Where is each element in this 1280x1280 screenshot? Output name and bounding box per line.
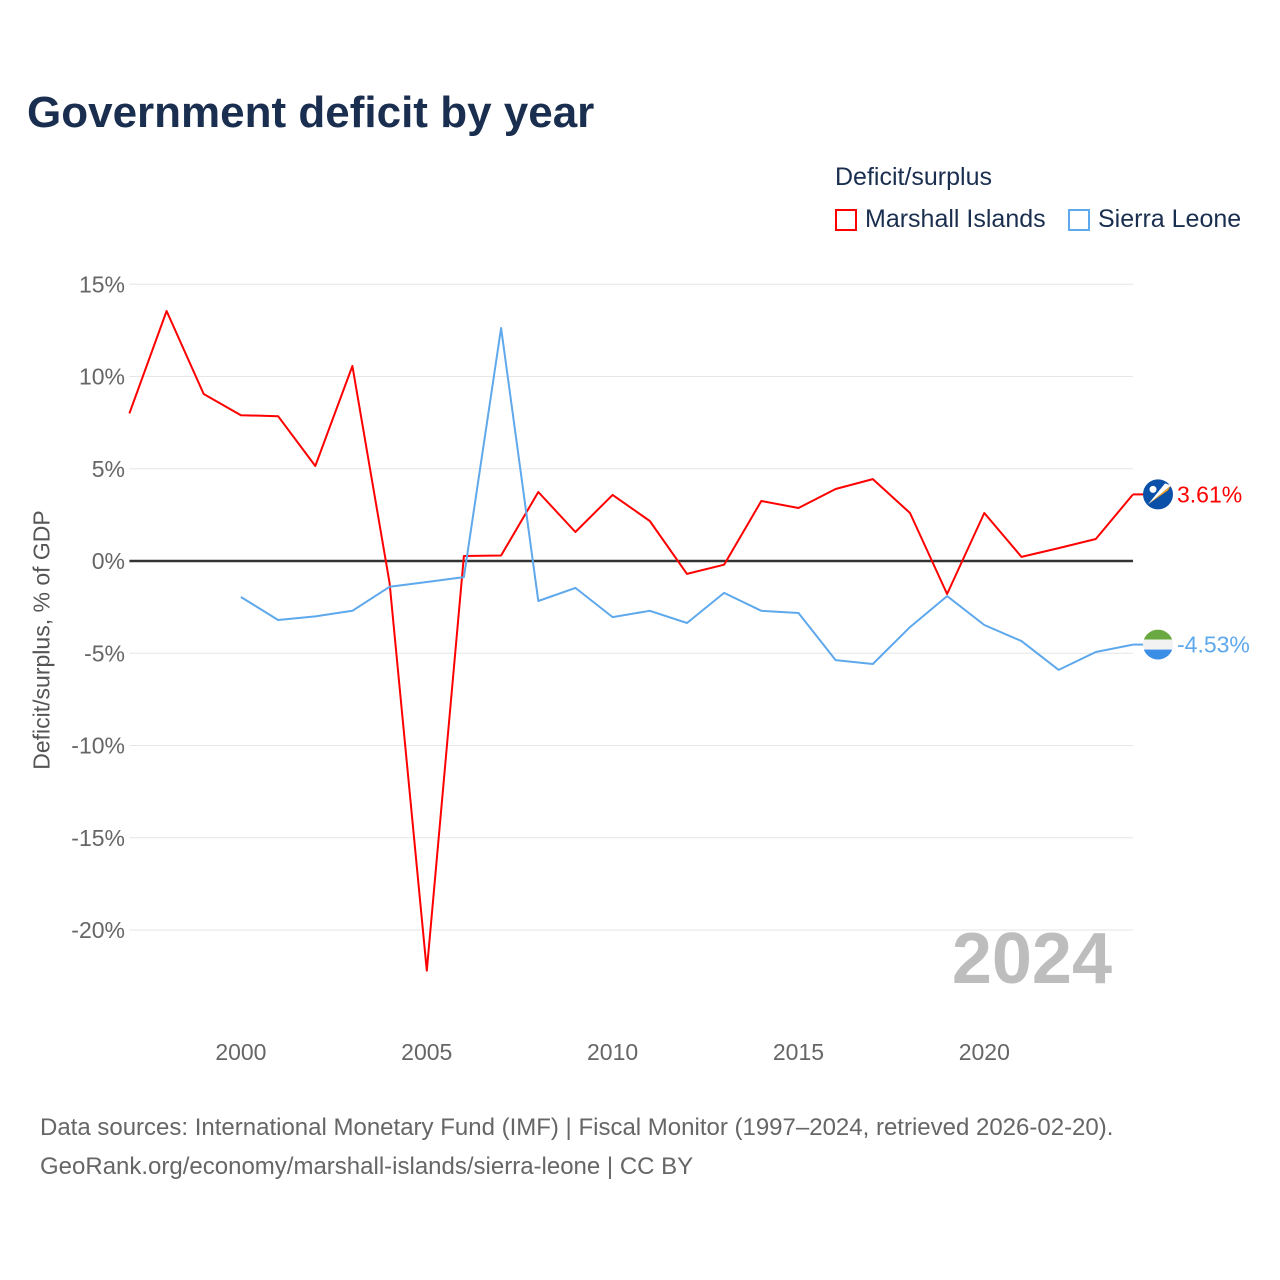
y-tick-label: 15% xyxy=(79,271,125,297)
legend-title: Deficit/surplus xyxy=(835,163,992,191)
x-tick-label: 2015 xyxy=(773,1039,824,1065)
legend-label: Sierra Leone xyxy=(1098,205,1242,233)
x-tick-label: 2020 xyxy=(959,1039,1010,1065)
series-line-sierra-leone xyxy=(240,327,1134,671)
y-tick-label: -15% xyxy=(71,825,125,851)
x-tick-label: 2010 xyxy=(587,1039,638,1065)
x-tick-label: 2005 xyxy=(401,1039,452,1065)
legend-swatch xyxy=(835,208,857,231)
end-value-label: -4.53% xyxy=(1177,632,1250,658)
flag-star xyxy=(1149,485,1157,493)
legend-item-sierra-leone[interactable]: Sierra Leone xyxy=(1068,205,1241,234)
sierra-leone-flag-icon xyxy=(1143,629,1173,640)
y-tick-label: 5% xyxy=(92,456,125,482)
flag-stripe-white xyxy=(1143,639,1173,650)
y-tick-label: 10% xyxy=(79,364,125,390)
line-chart: 15% 10% 5% 0% -5% -10% -15% -20% 2000 2005 2010 201… xyxy=(71,271,1250,1065)
y-tick-label: -5% xyxy=(84,640,125,666)
year-watermark: 2024 xyxy=(952,919,1112,999)
chart-title: Government deficit by year xyxy=(27,88,595,137)
sources-line-2[interactable]: GeoRank.org/economy/marshall-islands/sie… xyxy=(40,1153,694,1180)
y-tick-label: -10% xyxy=(71,733,125,759)
legend-swatch xyxy=(1068,208,1090,231)
y-tick-label: -20% xyxy=(71,917,125,943)
sources-line-1: Data sources: International Monetary Fun… xyxy=(40,1114,1114,1141)
flag-stripe-white xyxy=(1148,483,1171,505)
legend-label: Marshall Islands xyxy=(865,205,1046,233)
series-line-marshall-islands xyxy=(128,310,1134,972)
flag-stripe-blue xyxy=(1143,649,1173,660)
legend-item-marshall-islands[interactable]: Marshall Islands xyxy=(835,205,1046,234)
x-tick-label: 2000 xyxy=(215,1039,266,1065)
end-value-label: 3.61% xyxy=(1177,481,1242,507)
y-tick-label: 0% xyxy=(92,548,125,574)
data-sources: Data sources: International Monetary Fun… xyxy=(40,1108,1113,1186)
